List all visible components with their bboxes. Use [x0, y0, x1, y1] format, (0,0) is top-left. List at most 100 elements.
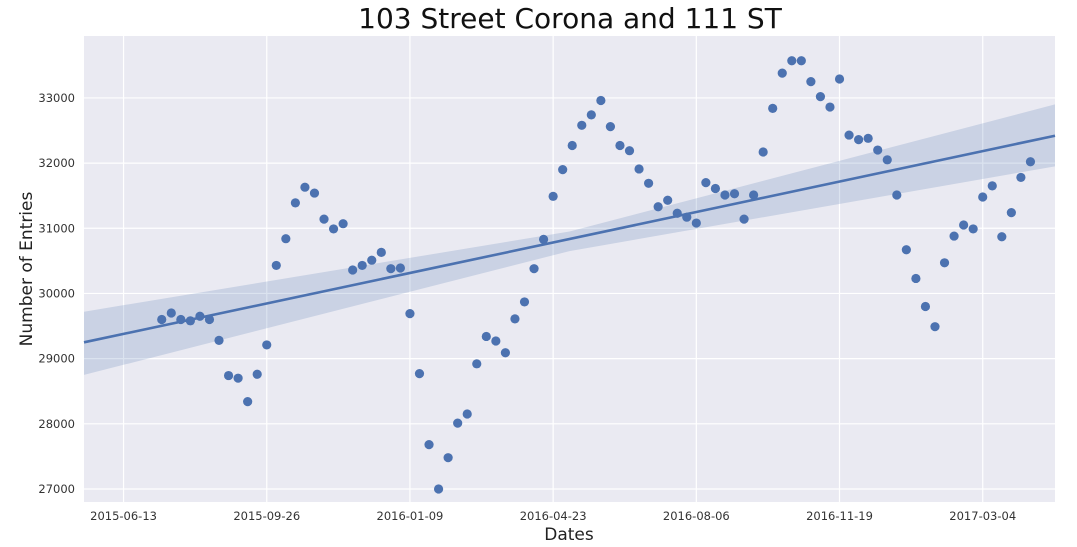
data-point [319, 214, 329, 224]
data-point [634, 164, 644, 174]
data-point [433, 484, 444, 494]
x-tick-label: 2015-09-26 [233, 509, 300, 523]
data-point [405, 309, 415, 319]
data-point [195, 311, 205, 321]
data-point [157, 314, 167, 325]
data-point [338, 219, 348, 229]
data-point [672, 208, 682, 218]
data-point [920, 301, 931, 312]
data-point [500, 348, 511, 358]
data-point [739, 214, 749, 224]
data-point [462, 409, 472, 419]
data-point [997, 232, 1007, 242]
data-point [701, 178, 711, 188]
data-point [873, 145, 883, 155]
data-point [281, 234, 291, 244]
data-point [443, 453, 453, 463]
chart-title: 103 Street Corona and 111 ST [358, 2, 783, 35]
data-point [558, 165, 568, 175]
data-point [243, 397, 253, 407]
data-point [300, 182, 310, 192]
data-point [328, 224, 339, 234]
x-tick-label: 2016-11-19 [806, 509, 873, 523]
data-point [949, 231, 959, 241]
data-point [176, 314, 186, 325]
data-point [223, 370, 234, 381]
data-point [538, 234, 549, 244]
data-point [844, 130, 854, 140]
data-point [710, 183, 721, 194]
data-point [691, 218, 701, 228]
y-axis-label: Number of Entries [17, 192, 37, 347]
data-point [414, 369, 425, 379]
data-point [577, 120, 587, 130]
data-point [653, 202, 663, 212]
data-point [834, 74, 845, 84]
data-point [290, 198, 300, 208]
data-point [367, 255, 377, 265]
data-point [863, 133, 873, 143]
data-point [930, 322, 940, 332]
x-tick-label: 2016-04-23 [520, 509, 587, 523]
data-point [787, 56, 797, 66]
data-point [481, 331, 491, 342]
data-point [185, 316, 195, 326]
data-point [166, 308, 176, 318]
y-tick-label: 27000 [38, 482, 75, 496]
data-point [348, 265, 358, 275]
data-point [252, 369, 262, 379]
data-point [854, 135, 864, 145]
data-point [510, 314, 520, 324]
data-point [529, 264, 539, 274]
y-tick-label: 32000 [38, 156, 75, 170]
data-point [586, 110, 596, 120]
x-axis-label: Dates [544, 525, 594, 545]
data-point [796, 56, 806, 66]
x-tick-labels: 2015-06-13 2015-09-26 2016-01-09 2016-04-23… [90, 509, 1016, 523]
y-tick-label: 33000 [38, 91, 75, 105]
y-tick-label: 31000 [38, 221, 75, 235]
data-point [519, 297, 530, 307]
data-point [204, 314, 215, 325]
x-tick-label: 2016-01-09 [377, 509, 444, 523]
data-point [376, 247, 386, 257]
data-point [233, 373, 243, 383]
data-point [959, 220, 969, 230]
x-tick-label: 2015-06-13 [90, 509, 157, 523]
data-point [978, 192, 988, 202]
data-point [682, 212, 692, 222]
data-point [892, 190, 902, 200]
data-point [815, 92, 826, 102]
data-point [768, 103, 778, 113]
data-point [1025, 157, 1036, 167]
data-point [386, 264, 396, 274]
plot-area [84, 36, 1055, 502]
y-tick-label: 29000 [38, 352, 75, 366]
data-point [271, 260, 281, 271]
data-point [939, 258, 950, 268]
data-point [1006, 208, 1016, 218]
x-tick-label: 2017-03-04 [949, 509, 1016, 523]
data-point [357, 260, 367, 271]
data-point [758, 147, 768, 157]
data-point [729, 189, 740, 199]
data-point [624, 146, 635, 156]
data-point [548, 191, 558, 201]
data-point [567, 140, 577, 151]
data-point [395, 263, 405, 273]
data-point [720, 190, 730, 200]
regression-line [83, 134, 1056, 344]
data-point [643, 178, 654, 188]
data-point [214, 335, 224, 345]
data-point [1016, 172, 1026, 183]
data-point [605, 121, 616, 132]
data-point [491, 336, 501, 346]
x-tick-label: 2016-08-06 [663, 509, 730, 523]
scatter-points [157, 56, 1036, 494]
y-tick-labels: 27000 28000 29000 30000 31000 32000 33000 [38, 91, 75, 496]
data-point [806, 77, 816, 87]
data-point [825, 102, 835, 112]
data-point [882, 155, 892, 165]
data-point [596, 95, 606, 106]
